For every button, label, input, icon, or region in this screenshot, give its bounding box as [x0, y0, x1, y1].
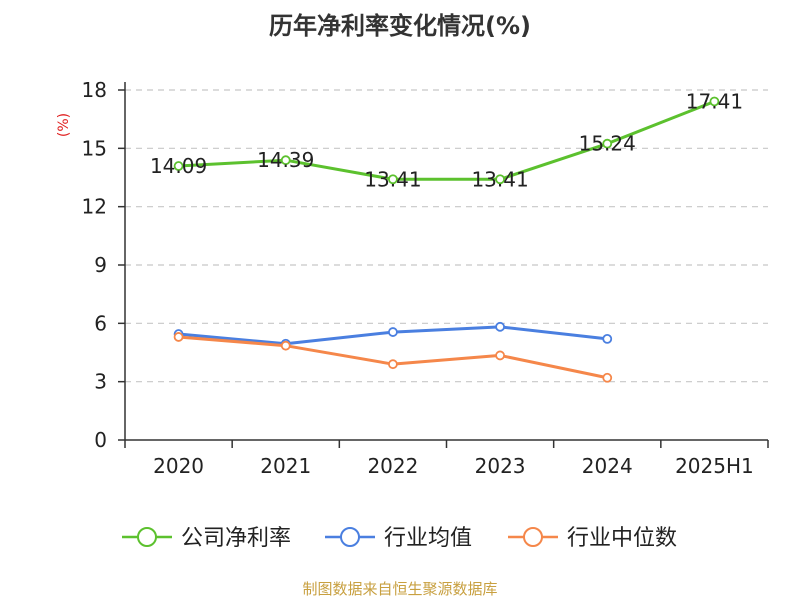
data-point	[388, 174, 398, 185]
legend-label: 行业均值	[384, 526, 472, 551]
legend-label: 公司净利率	[181, 526, 291, 551]
y-tick-label: 18	[82, 78, 107, 102]
chart-title: 历年净利率变化情况(%)	[269, 12, 531, 40]
series-group	[173, 96, 720, 383]
x-tick-label: 2024	[582, 454, 633, 478]
data-label: 13.41	[471, 167, 528, 191]
data-point	[280, 155, 291, 166]
x-tick-label: 2023	[475, 454, 526, 478]
data-label: 14.09	[150, 154, 207, 178]
x-tick-label: 2020	[153, 454, 204, 478]
data-label: 17.41	[686, 89, 743, 113]
data-label: 13.41	[364, 167, 421, 191]
legend-swatch-marker	[137, 527, 157, 547]
data-point	[495, 350, 505, 361]
data-point	[173, 332, 184, 342]
grid-lines	[125, 89, 768, 383]
legend-item-1[interactable]: 行业均值	[325, 526, 472, 551]
data-point	[388, 359, 398, 370]
data-label: 15.24	[579, 132, 636, 156]
y-tick-label: 15	[82, 136, 107, 160]
data-point	[495, 174, 505, 185]
data-point	[602, 333, 613, 344]
legend-label: 行业中位数	[567, 526, 677, 551]
legend-item-0[interactable]: 公司净利率	[122, 526, 291, 551]
legend-swatch-marker	[340, 527, 360, 547]
y-tick-label: 3	[94, 370, 107, 394]
y-tick-label: 0	[94, 428, 107, 452]
data-point	[709, 96, 720, 107]
x-tick-label: 2021	[260, 454, 311, 478]
data-labels: 14.09 14.39 13.41 13.41 15.24 17.41	[150, 89, 743, 191]
y-tick-label: 9	[94, 253, 107, 277]
y-tick-label: 6	[94, 311, 107, 335]
x-tick-label: 2022	[367, 454, 418, 478]
data-point	[495, 321, 505, 332]
legend[interactable]: 公司净利率 行业均值 行业中位数	[122, 526, 677, 551]
y-tick-label: 12	[82, 195, 107, 219]
source-note: 制图数据来自恒生聚源数据库	[302, 580, 498, 598]
x-tick-label: 2025H1	[675, 454, 754, 478]
data-point	[602, 138, 613, 149]
y-axis-label: (%)	[56, 113, 72, 137]
data-label: 14.39	[257, 148, 314, 172]
legend-swatch-marker	[523, 527, 543, 547]
series-line-0	[178, 100, 715, 181]
series-line-2	[178, 335, 608, 380]
data-point	[280, 340, 291, 351]
data-point	[602, 372, 613, 383]
data-point	[173, 161, 184, 171]
data-point	[388, 327, 398, 337]
axes: 0 3 6 9 12 15 18 2020 2021 2022 2023 2024 2025H1	[82, 78, 769, 478]
legend-item-2[interactable]: 行业中位数	[508, 526, 677, 551]
